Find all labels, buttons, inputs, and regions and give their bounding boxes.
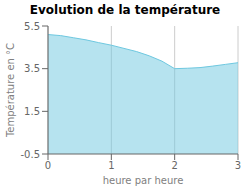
svg-text:1: 1 [108, 160, 114, 171]
svg-text:Température en °C: Température en °C [8, 43, 16, 138]
svg-text:5.5: 5.5 [24, 21, 40, 32]
svg-text:-0.5: -0.5 [20, 149, 40, 160]
html-text:Evolution de la température: Evolution de la température [29, 3, 221, 17]
svg-text:3.5: 3.5 [24, 63, 40, 74]
svg-text:heure par heure: heure par heure [103, 175, 184, 186]
svg-text:3: 3 [235, 160, 241, 171]
svg-text:0: 0 [45, 160, 51, 171]
svg-text:1.5: 1.5 [24, 106, 40, 117]
svg-text:2: 2 [171, 160, 177, 171]
